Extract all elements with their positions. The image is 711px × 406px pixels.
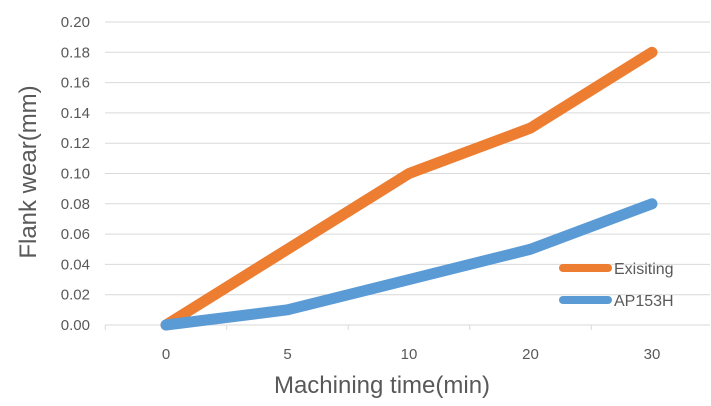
series-lines: [160, 46, 658, 331]
y-axis-title: Flank wear(mm): [15, 85, 42, 258]
y-tick-label: 0.10: [61, 166, 90, 183]
y-tick-label: 0.12: [61, 135, 90, 152]
y-tick-label: 0.08: [61, 196, 90, 213]
y-tick-label: 0.20: [61, 14, 90, 31]
y-tick-label: 0.18: [61, 44, 90, 61]
y-tick-label: 0.04: [61, 256, 90, 273]
x-tick-label: 0: [162, 346, 170, 363]
x-tick-label: 5: [283, 346, 291, 363]
y-tick-label: 0.06: [61, 226, 90, 243]
x-tick-label: 30: [644, 346, 661, 363]
x-tick-label: 10: [401, 346, 418, 363]
series-line-exisiting: [160, 46, 658, 331]
legend: Exisiting AP153H: [559, 261, 674, 310]
series-line-ap153h: [160, 198, 658, 331]
y-tick-label: 0.16: [61, 75, 90, 92]
y-tick-label: 0.00: [61, 317, 90, 334]
x-axis-title: Machining time(min): [274, 372, 490, 399]
y-tick-labels: 0.00 0.02 0.04 0.06 0.08 0.10 0.12 0.14 0.16 0.18…: [61, 14, 90, 334]
y-tick-label: 0.02: [61, 287, 90, 304]
legend-label: Exisiting: [614, 261, 674, 278]
y-tick-label: 0.14: [61, 105, 90, 122]
legend-label: AP153H: [614, 293, 674, 310]
x-tick-label: 20: [522, 346, 539, 363]
x-tick-labels: 0 5 10 20 30: [162, 346, 661, 363]
